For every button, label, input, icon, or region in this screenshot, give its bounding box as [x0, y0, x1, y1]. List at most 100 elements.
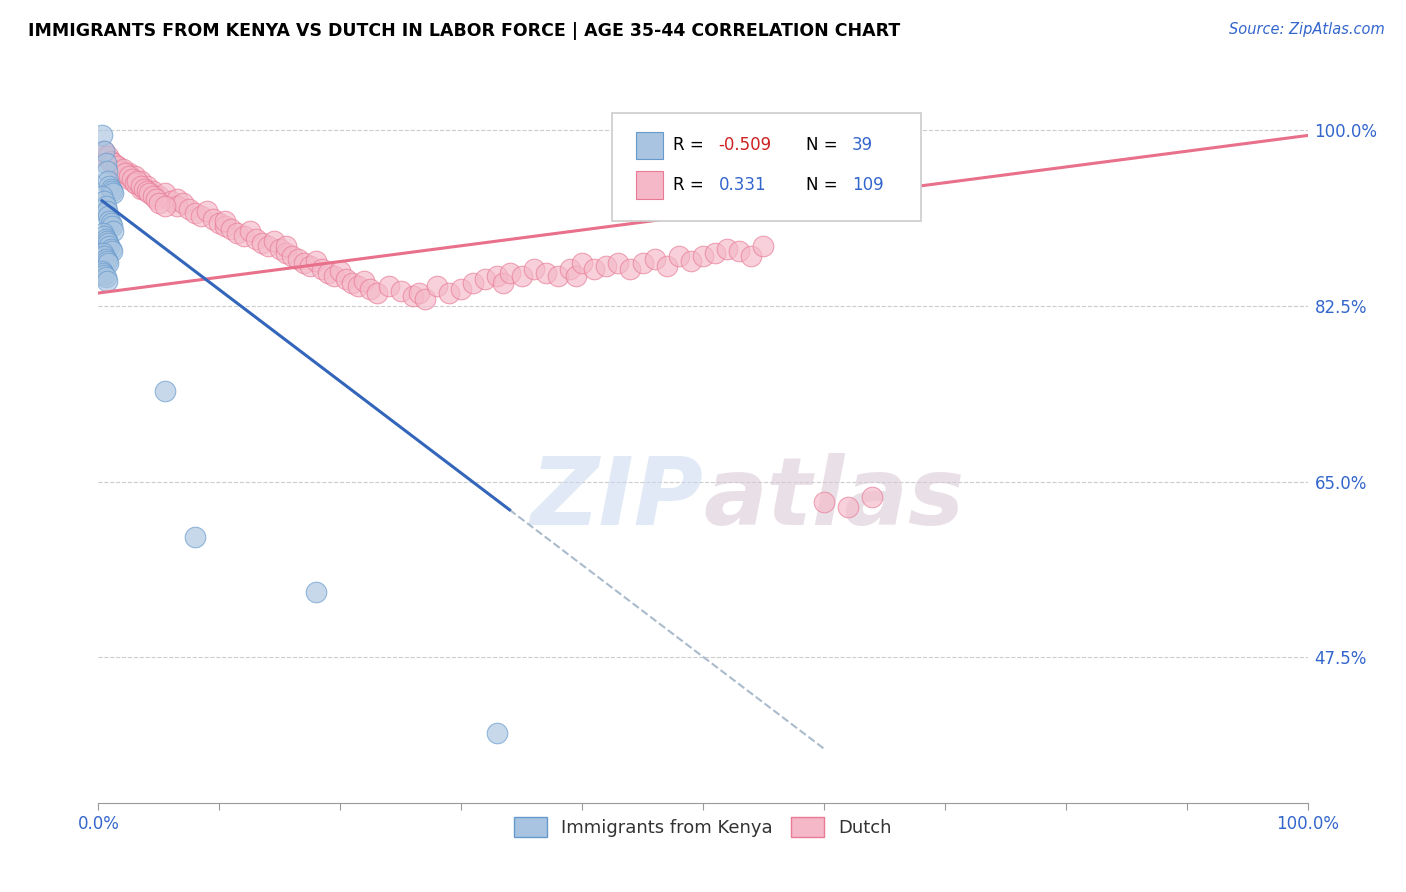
Point	[299, 259, 322, 273]
Point	[91, 264, 114, 278]
Point	[100, 153, 122, 168]
Point	[108, 163, 131, 178]
Point	[98, 178, 121, 193]
Point	[413, 292, 436, 306]
Point	[94, 155, 117, 169]
Point	[360, 282, 382, 296]
Point	[94, 252, 117, 266]
Point	[221, 221, 243, 235]
Point	[426, 279, 449, 293]
Point	[142, 188, 165, 202]
Point	[96, 203, 118, 218]
Point	[287, 252, 309, 266]
Point	[281, 249, 304, 263]
Point	[129, 182, 152, 196]
Point	[127, 173, 149, 188]
Bar	[637, 171, 664, 199]
Point	[96, 253, 118, 268]
Point	[631, 256, 654, 270]
Text: N =: N =	[806, 136, 842, 154]
Point	[100, 219, 122, 233]
Point	[202, 211, 225, 226]
Point	[256, 239, 278, 253]
Point	[135, 178, 157, 193]
Point	[214, 219, 236, 233]
Point	[172, 195, 194, 210]
Point	[160, 194, 183, 208]
Point	[740, 249, 762, 263]
Point	[366, 285, 388, 300]
Point	[208, 216, 231, 230]
Point	[153, 199, 176, 213]
Bar	[637, 132, 664, 159]
Text: -0.509: -0.509	[718, 136, 772, 154]
Point	[655, 259, 678, 273]
Point	[129, 173, 152, 188]
Point	[101, 155, 124, 169]
Point	[124, 176, 146, 190]
Point	[166, 192, 188, 206]
Point	[195, 203, 218, 218]
Point	[437, 285, 460, 300]
Point	[813, 494, 835, 508]
Point	[100, 244, 122, 258]
Point	[96, 274, 118, 288]
Point	[595, 259, 617, 273]
Point	[91, 266, 114, 280]
Point	[728, 244, 751, 258]
Point	[214, 213, 236, 227]
Point	[97, 148, 120, 162]
Point	[166, 199, 188, 213]
Point	[607, 256, 630, 270]
Point	[523, 262, 546, 277]
Point	[305, 585, 328, 599]
Point	[101, 186, 124, 200]
Text: atlas: atlas	[703, 453, 965, 545]
Text: R =: R =	[672, 176, 709, 194]
Point	[752, 239, 775, 253]
Point	[547, 268, 569, 283]
Point	[668, 249, 690, 263]
Point	[100, 242, 122, 256]
Point	[97, 209, 120, 223]
Point	[329, 264, 352, 278]
Text: 0.331: 0.331	[718, 176, 766, 194]
Point	[263, 234, 285, 248]
Text: 109: 109	[852, 176, 883, 194]
Point	[571, 256, 593, 270]
Text: R =: R =	[672, 136, 709, 154]
Text: 39: 39	[852, 136, 873, 154]
Point	[100, 216, 122, 230]
Point	[91, 245, 114, 260]
Point	[97, 173, 120, 188]
Point	[135, 184, 157, 198]
Point	[679, 253, 702, 268]
Point	[347, 279, 370, 293]
Point	[148, 188, 170, 202]
Point	[98, 213, 121, 227]
Point	[226, 226, 249, 240]
Point	[93, 144, 115, 158]
Point	[498, 266, 520, 280]
Point	[377, 279, 399, 293]
Point	[402, 289, 425, 303]
Point	[100, 155, 122, 169]
Point	[323, 268, 346, 283]
Text: IMMIGRANTS FROM KENYA VS DUTCH IN LABOR FORCE | AGE 35-44 CORRELATION CHART: IMMIGRANTS FROM KENYA VS DUTCH IN LABOR …	[28, 22, 900, 40]
Point	[93, 249, 115, 263]
Point	[118, 169, 141, 183]
Point	[124, 176, 146, 190]
Point	[408, 285, 430, 300]
Point	[190, 209, 212, 223]
Point	[105, 159, 128, 173]
Text: ZIP: ZIP	[530, 453, 703, 545]
Point	[93, 268, 115, 282]
Point	[93, 148, 115, 162]
Point	[91, 226, 114, 240]
Point	[145, 192, 167, 206]
Text: Source: ZipAtlas.com: Source: ZipAtlas.com	[1229, 22, 1385, 37]
Point	[100, 184, 122, 198]
Point	[492, 276, 515, 290]
Point	[118, 171, 141, 186]
Point	[184, 530, 207, 544]
